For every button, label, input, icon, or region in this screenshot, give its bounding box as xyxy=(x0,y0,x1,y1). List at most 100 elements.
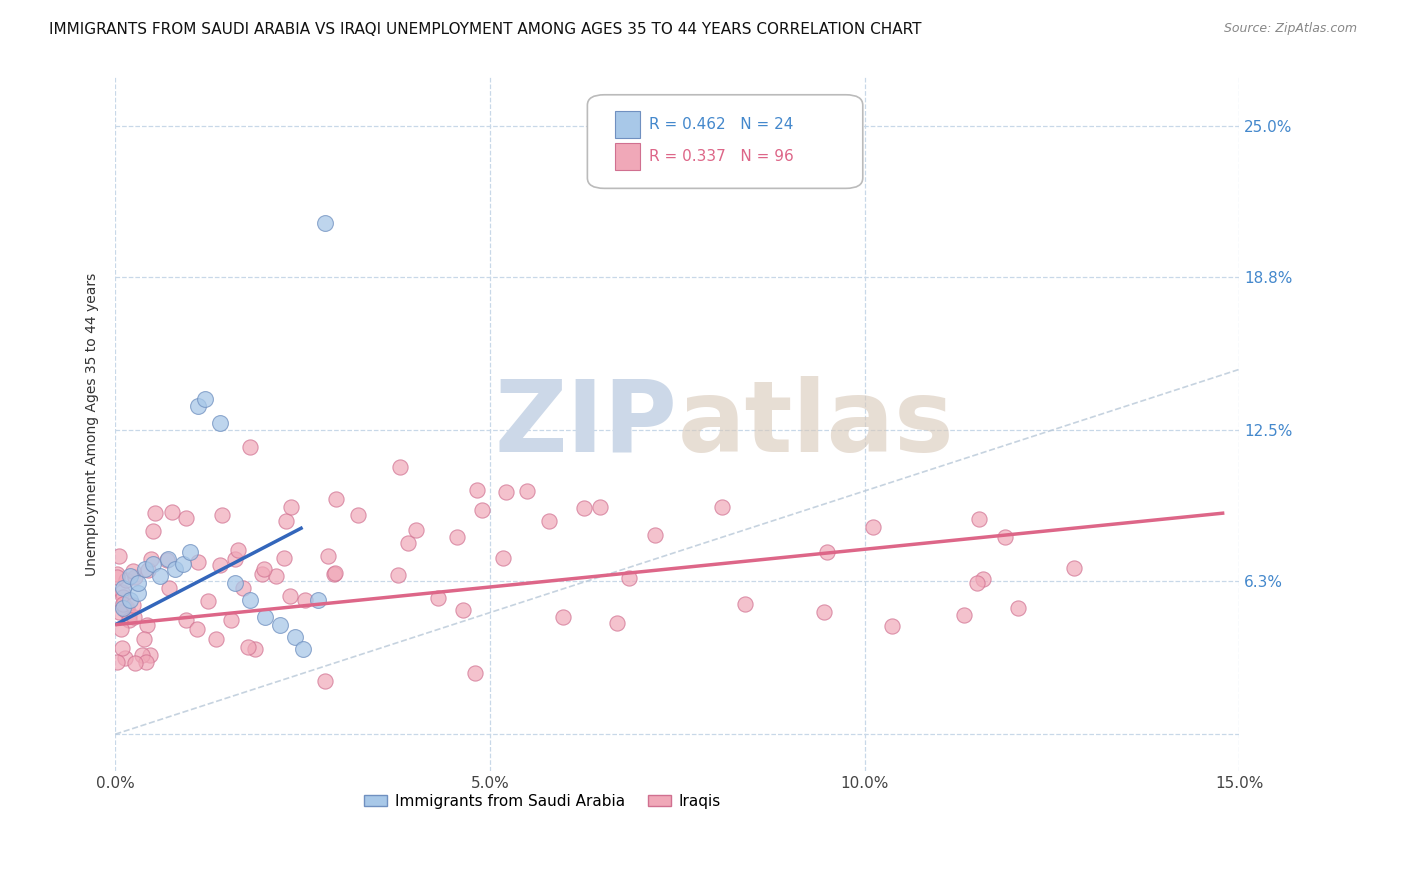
Point xyxy=(179,545,201,559)
Point xyxy=(108,549,131,564)
Point xyxy=(813,605,835,619)
Point xyxy=(644,527,666,541)
Legend: Immigrants from Saudi Arabia, Iraqis: Immigrants from Saudi Arabia, Iraqis xyxy=(359,788,727,815)
Point xyxy=(131,648,153,663)
Point xyxy=(120,593,142,607)
Point xyxy=(1007,600,1029,615)
Point xyxy=(156,552,179,566)
Point xyxy=(142,557,165,571)
Point xyxy=(278,589,301,603)
Point xyxy=(232,581,254,595)
Point xyxy=(284,630,307,644)
Point xyxy=(114,603,136,617)
Point xyxy=(194,392,217,406)
Point xyxy=(280,500,302,515)
Point xyxy=(114,573,136,587)
Point xyxy=(134,562,156,576)
Point xyxy=(972,572,994,586)
Point xyxy=(516,483,538,498)
Point xyxy=(396,536,419,550)
Point xyxy=(294,593,316,607)
Point xyxy=(245,641,267,656)
Point xyxy=(711,500,734,515)
Point xyxy=(307,593,329,607)
Point xyxy=(323,566,346,580)
Point xyxy=(471,503,494,517)
Point xyxy=(250,566,273,581)
Point xyxy=(492,550,515,565)
Point xyxy=(553,610,575,624)
Point xyxy=(446,530,468,544)
Point xyxy=(211,508,233,522)
Point xyxy=(165,562,187,576)
Point xyxy=(967,512,990,526)
Point xyxy=(239,440,262,454)
Point xyxy=(156,553,179,567)
Point xyxy=(187,399,209,413)
Point xyxy=(136,617,159,632)
Point xyxy=(291,642,314,657)
Point xyxy=(110,622,132,636)
Point xyxy=(121,598,143,612)
Point xyxy=(994,530,1017,544)
Point xyxy=(226,543,249,558)
Point xyxy=(138,648,160,662)
Text: R = 0.337   N = 96: R = 0.337 N = 96 xyxy=(650,149,794,164)
Point xyxy=(346,508,368,522)
Point xyxy=(572,500,595,515)
FancyBboxPatch shape xyxy=(588,95,863,188)
Point xyxy=(111,597,134,611)
Point xyxy=(1063,561,1085,575)
Point xyxy=(111,581,134,595)
Point xyxy=(134,655,156,669)
Point xyxy=(143,506,166,520)
Point xyxy=(111,600,134,615)
Point xyxy=(224,576,246,591)
Point xyxy=(111,584,134,599)
Point xyxy=(127,576,149,591)
Text: atlas: atlas xyxy=(678,376,953,473)
Point xyxy=(174,613,197,627)
Text: Source: ZipAtlas.com: Source: ZipAtlas.com xyxy=(1223,22,1357,36)
Point xyxy=(139,552,162,566)
Point xyxy=(389,459,412,474)
Point xyxy=(880,619,903,633)
Point xyxy=(538,515,561,529)
Point xyxy=(239,593,262,607)
Point xyxy=(465,483,488,498)
Point xyxy=(114,651,136,665)
Point xyxy=(149,569,172,583)
Point xyxy=(464,666,486,681)
Point xyxy=(105,570,128,584)
Point xyxy=(953,607,976,622)
Point xyxy=(387,567,409,582)
Point xyxy=(862,520,884,534)
Point xyxy=(122,564,145,578)
Point xyxy=(186,622,208,636)
Point xyxy=(253,562,276,576)
Point xyxy=(205,632,228,646)
Point xyxy=(815,545,838,559)
Point xyxy=(323,566,346,581)
Point xyxy=(197,594,219,608)
Point xyxy=(157,581,180,595)
Point xyxy=(274,514,297,528)
Point xyxy=(427,591,450,605)
Point xyxy=(314,216,336,230)
Point xyxy=(588,500,610,515)
Point xyxy=(325,491,347,506)
Y-axis label: Unemployment Among Ages 35 to 44 years: Unemployment Among Ages 35 to 44 years xyxy=(86,272,100,575)
Point xyxy=(236,640,259,654)
Point xyxy=(209,558,232,573)
Point xyxy=(118,608,141,623)
Text: ZIP: ZIP xyxy=(495,376,678,473)
Point xyxy=(118,613,141,627)
Point xyxy=(187,555,209,569)
Text: IMMIGRANTS FROM SAUDI ARABIA VS IRAQI UNEMPLOYMENT AMONG AGES 35 TO 44 YEARS COR: IMMIGRANTS FROM SAUDI ARABIA VS IRAQI UN… xyxy=(49,22,922,37)
Point xyxy=(617,571,640,585)
Point xyxy=(110,640,132,655)
Point xyxy=(127,586,149,600)
Point xyxy=(142,524,165,538)
Bar xyxy=(616,112,640,137)
Point xyxy=(172,557,194,571)
